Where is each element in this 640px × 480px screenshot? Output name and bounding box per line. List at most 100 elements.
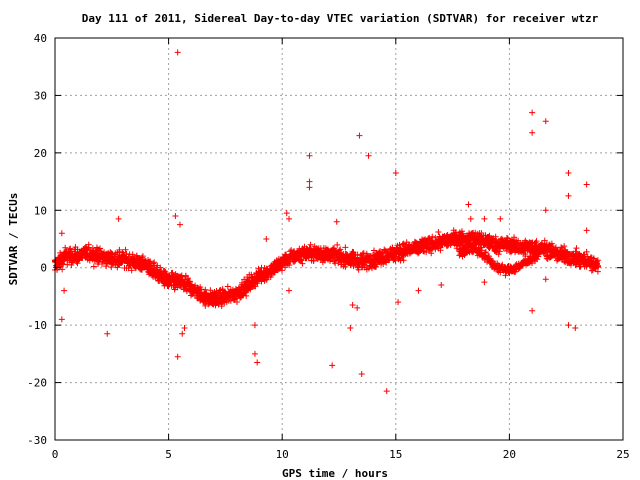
data-point xyxy=(495,251,502,258)
data-point xyxy=(278,267,285,274)
outlier-point xyxy=(306,152,313,159)
data-point xyxy=(385,257,392,264)
y-tick-label: 40 xyxy=(34,32,47,45)
outlier-point xyxy=(467,215,474,222)
outlier-point xyxy=(286,215,293,222)
outlier-point xyxy=(565,322,572,329)
outlier-point xyxy=(365,152,372,159)
data-point xyxy=(243,292,250,299)
outlier-point xyxy=(329,362,336,369)
outlier-point xyxy=(306,178,313,185)
y-tick-label: -10 xyxy=(27,319,47,332)
data-point xyxy=(594,268,601,275)
data-point xyxy=(561,243,568,250)
data-point xyxy=(116,246,123,253)
data-point xyxy=(392,257,399,264)
outlier-point xyxy=(251,322,258,329)
outlier-point xyxy=(529,109,536,116)
data-point xyxy=(190,290,197,297)
outlier-point xyxy=(395,299,402,306)
y-tick-label: -20 xyxy=(27,377,47,390)
data-point xyxy=(307,241,314,248)
outlier-point xyxy=(354,304,361,311)
data-point xyxy=(350,249,357,256)
data-point xyxy=(62,244,69,251)
data-point xyxy=(68,262,75,269)
outlier-point xyxy=(529,307,536,314)
data-point xyxy=(534,245,541,252)
outlier-point xyxy=(572,325,579,332)
outlier-point xyxy=(174,49,181,56)
data-point xyxy=(360,250,367,257)
x-tick-label: 0 xyxy=(52,448,59,461)
outlier-point xyxy=(383,388,390,395)
outlier-point xyxy=(347,325,354,332)
data-point xyxy=(252,283,259,290)
outlier-point xyxy=(529,129,536,136)
data-point xyxy=(497,269,504,276)
data-point xyxy=(573,245,580,252)
x-axis-label: GPS time / hours xyxy=(282,467,388,480)
data-point xyxy=(432,234,439,241)
data-point xyxy=(283,251,290,258)
data-point xyxy=(114,264,121,271)
data-point xyxy=(310,257,317,264)
outlier-point xyxy=(286,287,293,294)
y-tick-label: 10 xyxy=(34,204,47,217)
data-point xyxy=(147,258,154,265)
outlier-point xyxy=(415,287,422,294)
outlier-point xyxy=(438,281,445,288)
outlier-point xyxy=(481,279,488,286)
outlier-point xyxy=(172,213,179,220)
outlier-point xyxy=(251,350,258,357)
data-point xyxy=(331,255,338,262)
outlier-point xyxy=(565,169,572,176)
outlier-point xyxy=(333,218,340,225)
outlier-point xyxy=(58,230,65,237)
y-tick-label: 30 xyxy=(34,89,47,102)
data-point xyxy=(342,263,349,270)
y-tick-label: -30 xyxy=(27,434,47,447)
data-point xyxy=(535,251,542,258)
y-tick-label: 20 xyxy=(34,147,47,160)
outlier-point xyxy=(565,192,572,199)
data-point xyxy=(109,261,116,268)
outlier-point xyxy=(583,227,590,234)
data-point xyxy=(334,241,341,248)
outlier-point xyxy=(542,276,549,283)
data-point xyxy=(68,248,75,255)
data-point xyxy=(548,240,555,247)
data-point xyxy=(189,281,196,288)
x-tick-label: 15 xyxy=(389,448,402,461)
data-point xyxy=(298,256,305,263)
outlier-point xyxy=(392,169,399,176)
outlier-point xyxy=(58,316,65,323)
outlier-point xyxy=(174,353,181,360)
data-point xyxy=(502,272,509,279)
data-point xyxy=(227,297,234,304)
data-point xyxy=(122,246,129,253)
outlier-point xyxy=(583,181,590,188)
outlier-point xyxy=(349,302,356,309)
outlier-point xyxy=(306,184,313,191)
data-point xyxy=(299,260,306,267)
data-point xyxy=(96,245,103,252)
data-point xyxy=(161,267,168,274)
data-point xyxy=(583,248,590,255)
data-point xyxy=(342,244,349,251)
data-point xyxy=(533,238,540,245)
data-point xyxy=(198,286,205,293)
outlier-point xyxy=(115,215,122,222)
data-point xyxy=(338,259,345,266)
data-point xyxy=(233,298,240,305)
data-series xyxy=(52,49,601,395)
axis-ticks: 0 5 10 15 20 25 -30 -20 -10 0 10 20 30 40 xyxy=(27,32,630,461)
outlier-point xyxy=(542,207,549,214)
outlier-point xyxy=(358,370,365,377)
data-point xyxy=(435,228,442,235)
data-point xyxy=(202,286,209,293)
data-point xyxy=(373,263,380,270)
data-point xyxy=(543,253,550,260)
data-point xyxy=(534,256,541,263)
